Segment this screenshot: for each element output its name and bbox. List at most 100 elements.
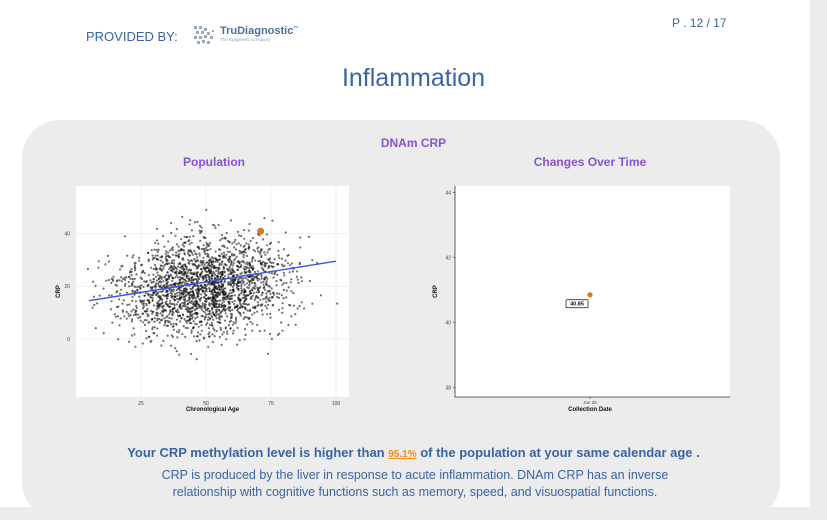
population-point (221, 290, 224, 293)
population-point (238, 252, 241, 255)
population-point (209, 297, 212, 300)
population-point (195, 358, 198, 361)
population-point (157, 242, 160, 245)
population-point (281, 283, 284, 286)
population-point (285, 289, 288, 292)
population-point (166, 271, 169, 274)
population-point (239, 303, 242, 306)
population-point (272, 303, 275, 306)
population-point (154, 266, 157, 269)
population-point (223, 271, 226, 274)
population-point (212, 270, 215, 273)
population-point (249, 239, 252, 243)
population-point (110, 294, 113, 297)
population-point (209, 265, 212, 268)
population-point (163, 317, 166, 320)
population-point (200, 263, 203, 266)
x-tick-label: 25 (138, 401, 144, 407)
population-point (240, 234, 243, 238)
population-point (176, 318, 179, 321)
population-point (156, 305, 159, 308)
population-point (269, 292, 272, 295)
population-point (204, 236, 207, 240)
population-point (119, 268, 122, 271)
population-point (110, 281, 113, 284)
population-point (243, 302, 246, 306)
population-point (263, 288, 266, 291)
population-point (216, 306, 219, 309)
population-point (175, 350, 178, 353)
population-point (190, 299, 193, 303)
population-point (196, 290, 199, 293)
population-point (269, 312, 272, 315)
population-point (174, 254, 177, 257)
population-point (194, 297, 197, 300)
population-point (251, 313, 254, 316)
population-point (132, 308, 135, 311)
population-point (249, 308, 252, 311)
population-point (262, 298, 265, 301)
population-point (205, 246, 208, 249)
population-point (127, 280, 130, 284)
population-point (240, 292, 243, 295)
population-point (131, 289, 134, 292)
population-point (170, 334, 173, 337)
population-point (139, 319, 142, 322)
population-point (262, 268, 265, 271)
population-point (167, 240, 170, 243)
population-point (227, 293, 230, 296)
population-point (188, 239, 191, 242)
population-point (236, 281, 240, 284)
population-point (261, 303, 264, 306)
population-point (92, 295, 95, 298)
population-point (209, 257, 212, 261)
population-point (205, 288, 208, 291)
population-point (213, 306, 216, 309)
population-point (259, 261, 262, 265)
population-point (210, 321, 213, 325)
population-point (204, 308, 207, 311)
population-point (192, 284, 195, 287)
population-point (283, 274, 286, 277)
population-point (263, 251, 266, 254)
population-point (165, 284, 169, 287)
changes-chart-title: Changes Over Time (533, 155, 647, 169)
population-point (240, 283, 243, 286)
population-point (251, 294, 254, 297)
x-tick-label: Jun 25 (583, 400, 597, 405)
population-point (147, 321, 150, 324)
population-point (164, 252, 167, 255)
population-point (203, 304, 206, 307)
population-point (165, 289, 168, 292)
population-point (256, 304, 259, 307)
population-point (284, 259, 287, 262)
population-point (160, 275, 163, 279)
population-point (211, 333, 214, 336)
population-point (208, 310, 211, 313)
population-point (177, 272, 180, 275)
population-point (120, 288, 123, 291)
population-point (272, 293, 276, 296)
population-point (246, 261, 249, 264)
population-point (238, 260, 241, 264)
population-point (123, 284, 127, 287)
population-point (260, 277, 263, 280)
population-point (211, 307, 214, 310)
population-point (256, 286, 259, 289)
population-point (139, 286, 142, 289)
population-point (251, 329, 254, 332)
population-point (181, 292, 184, 296)
population-point (160, 305, 163, 308)
population-point (220, 274, 223, 277)
population-point (222, 306, 225, 309)
population-point (148, 335, 151, 338)
population-point (202, 296, 205, 299)
population-point (167, 256, 170, 259)
population-point (177, 282, 180, 285)
population-point (207, 264, 210, 267)
population-point (188, 235, 191, 238)
population-point (208, 259, 211, 262)
population-point (211, 324, 214, 327)
population-point (223, 305, 227, 308)
population-point (172, 259, 176, 262)
